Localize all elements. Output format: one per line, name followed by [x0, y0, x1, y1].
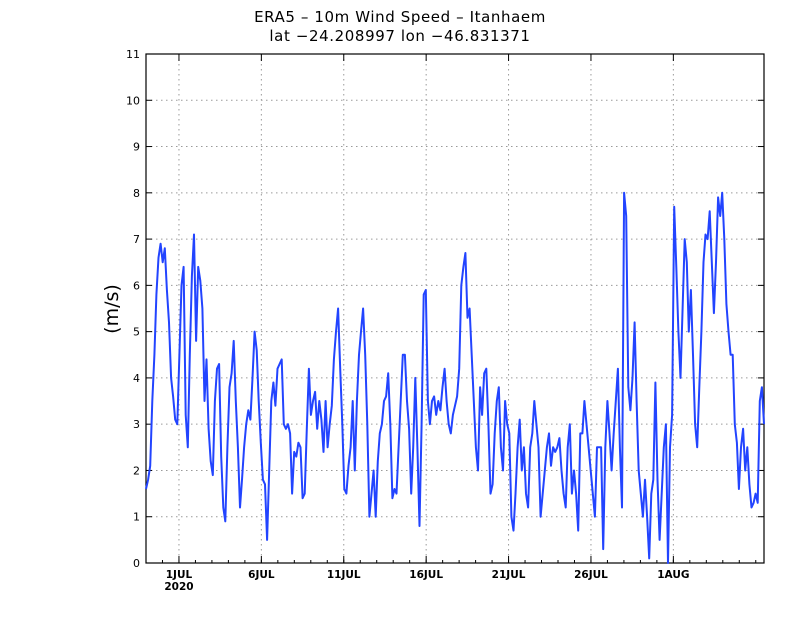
chart-title: ERA5 – 10m Wind Speed – Itanhaem — [254, 8, 546, 26]
x-tick-label: 21JUL — [492, 569, 526, 581]
y-axis: 0 1 2 3 4 5 6 7 8 9 10 11 — [126, 48, 764, 570]
x-tick-label: 11JUL — [327, 569, 361, 581]
plot-frame — [145, 53, 765, 564]
x-tick-sublabel: 2020 — [164, 581, 193, 593]
y-axis-label: (m/s) — [101, 284, 123, 334]
y-tick-label: 8 — [133, 187, 140, 200]
x-tick-label: 1JUL — [166, 569, 193, 581]
x-tick-label: 16JUL — [409, 569, 443, 581]
x-tick-label: 6JUL — [248, 569, 275, 581]
wind-speed-line — [145, 191, 765, 564]
y-tick-label: 1 — [133, 511, 140, 524]
y-tick-label: 11 — [126, 48, 140, 61]
y-tick-label: 4 — [133, 372, 140, 385]
y-tick-label: 0 — [133, 557, 140, 570]
y-tick-label: 5 — [133, 326, 140, 339]
chart-subtitle: lat −24.208997 lon −46.831371 — [269, 27, 531, 45]
y-tick-label: 9 — [133, 141, 140, 154]
x-tick-label: 1AUG — [657, 569, 689, 581]
y-tick-label: 2 — [133, 464, 140, 477]
x-tick-label: 26JUL — [574, 569, 608, 581]
y-tick-label: 3 — [133, 418, 140, 431]
y-tick-label: 10 — [126, 94, 140, 107]
y-tick-label: 7 — [133, 233, 140, 246]
y-tick-label: 6 — [133, 279, 140, 292]
